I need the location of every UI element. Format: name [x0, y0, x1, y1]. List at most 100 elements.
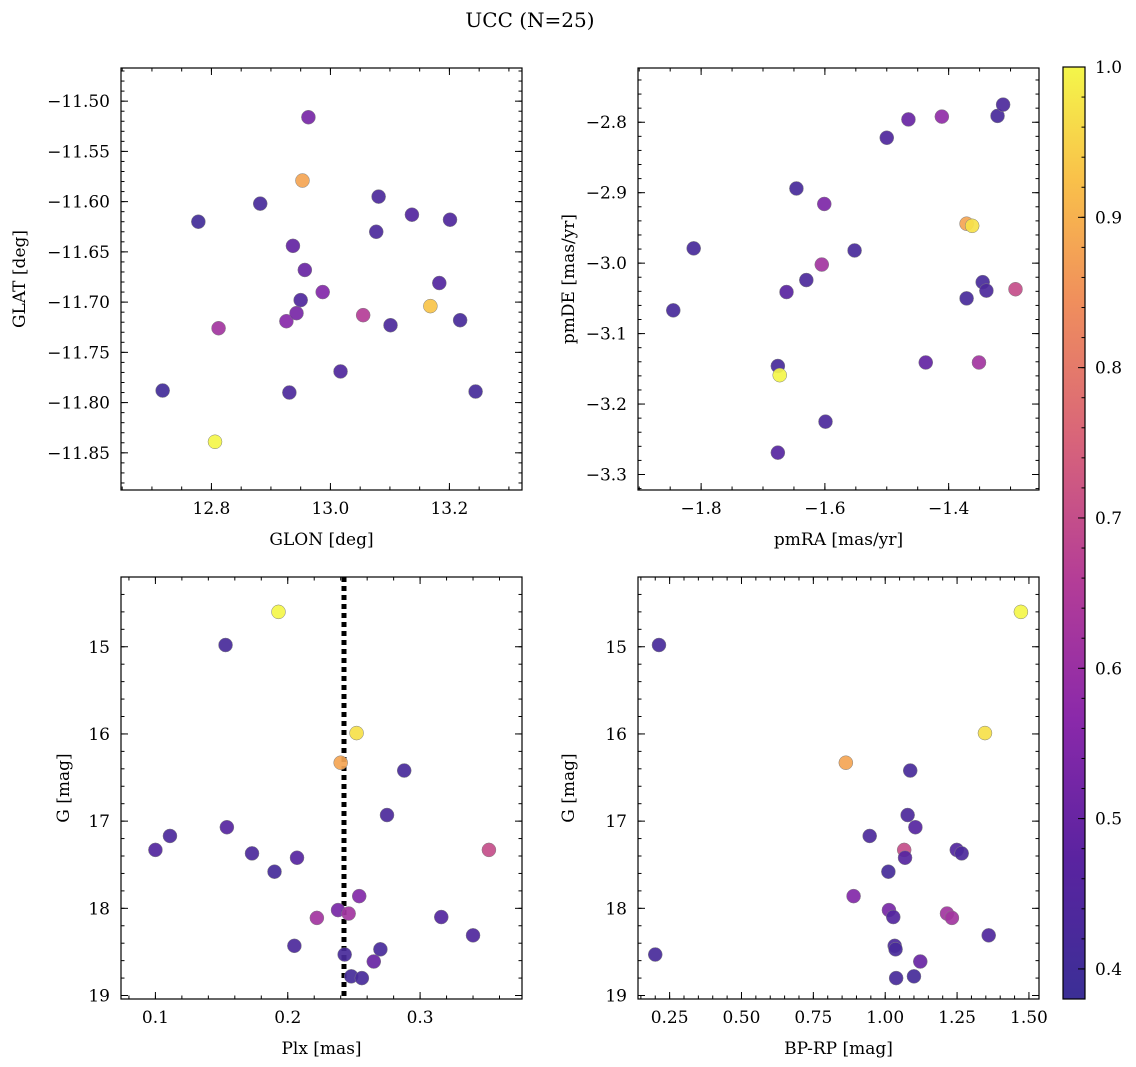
panel-pmra-pmde: −1.8 −1.6 −1.4 −2.8 −2.9 −3.0 −3.1 −3.2 −3.3 pmRA…	[559, 67, 1040, 550]
x-tick-label: −1.6	[804, 499, 845, 519]
data-point	[383, 317, 398, 333]
data-point	[862, 828, 877, 844]
y-axis-label: pmDE [mas/yr]	[559, 214, 579, 344]
axes-frame	[637, 67, 1040, 491]
x-tick-label: 0.1	[142, 1008, 169, 1028]
x-tick-label: −1.8	[680, 499, 721, 519]
y-tick-label: −11.80	[47, 394, 110, 414]
data-point	[244, 846, 260, 861]
y-tick-label: −3.2	[586, 395, 627, 415]
data-point	[1013, 604, 1029, 620]
x-axis-label: pmRA [mas/yr]	[774, 530, 903, 550]
data-point	[779, 284, 794, 300]
data-point	[285, 238, 301, 254]
colorbar-tick-label: 0.5	[1095, 810, 1122, 830]
data-point	[666, 303, 681, 318]
y-tick-label: −3.1	[586, 325, 627, 345]
x-tick-label: 0.2	[274, 1008, 301, 1028]
data-point	[434, 909, 449, 925]
x-tick-label: 0.25	[651, 1008, 689, 1028]
axes-frame	[637, 576, 1040, 1000]
y-tick-label: −2.8	[586, 113, 627, 133]
data-point	[944, 910, 960, 926]
y-tick-label: 19	[88, 987, 110, 1007]
data-point	[908, 819, 923, 835]
data-point	[309, 910, 325, 926]
y-tick-label: 16	[88, 725, 110, 745]
data-point	[906, 969, 922, 984]
data-point	[918, 355, 934, 370]
data-point	[964, 218, 980, 234]
data-point	[148, 842, 163, 858]
y-tick-label: 19	[605, 987, 627, 1007]
data-point	[818, 414, 833, 429]
data-point	[995, 97, 1011, 112]
y-tick-label: −2.9	[586, 184, 627, 204]
data-point	[817, 196, 832, 212]
data-point	[977, 725, 993, 741]
data-point	[351, 888, 367, 904]
data-point	[959, 291, 974, 306]
data-point	[897, 850, 913, 866]
colorbar-frame	[1062, 66, 1086, 1000]
y-tick-label: −3.3	[586, 466, 627, 486]
data-point	[847, 243, 862, 258]
axes-frame	[120, 67, 523, 491]
colorbar-tick-label: 1.0	[1095, 58, 1122, 78]
data-point	[902, 763, 918, 778]
data-point	[772, 367, 787, 383]
colorbar-tick-label: 0.4	[1095, 960, 1122, 980]
data-point	[886, 909, 901, 925]
panel-glon-glat: 12.8 13.0 13.2 −11.50 −11.55 −11.60 −11.65 −11.…	[10, 67, 523, 550]
data-point	[301, 109, 316, 125]
y-tick-label: −3.0	[586, 254, 627, 274]
y-axis-label: G [mag]	[54, 753, 74, 822]
data-point	[901, 112, 916, 127]
data-point	[799, 272, 814, 288]
axes-frame	[120, 576, 523, 1000]
y-tick-label: −11.75	[47, 343, 110, 363]
y-tick-label: 15	[88, 638, 110, 658]
data-point	[333, 364, 348, 379]
data-point	[888, 942, 903, 957]
data-point	[465, 928, 481, 943]
x-tick-label: −1.4	[928, 499, 969, 519]
data-point	[282, 385, 297, 400]
y-tick-label: −11.60	[47, 193, 110, 213]
colorbar-tick-label: 0.7	[1095, 509, 1122, 529]
data-point	[954, 846, 969, 861]
y-tick-label: 17	[605, 812, 627, 832]
data-point	[971, 355, 987, 370]
y-axis-label: G [mag]	[559, 753, 579, 822]
x-tick-label: 0.3	[407, 1008, 434, 1028]
data-point	[404, 207, 420, 222]
data-point	[379, 807, 395, 823]
data-point	[207, 434, 223, 450]
data-point	[211, 320, 226, 336]
data-point	[337, 947, 352, 962]
x-tick-label: 1.50	[1010, 1008, 1048, 1028]
data-point	[289, 305, 304, 321]
y-tick-label: 18	[605, 899, 627, 919]
data-point	[366, 954, 382, 969]
data-point	[789, 181, 804, 196]
x-axis-label: Plx [mas]	[281, 1039, 361, 1059]
data-point	[846, 888, 861, 904]
y-axis-label: GLAT [deg]	[10, 230, 30, 328]
data-point	[888, 970, 904, 986]
data-point	[293, 292, 308, 308]
x-tick-label: 12.8	[193, 499, 231, 519]
y-tick-label: −11.70	[47, 293, 110, 313]
x-axis-label: BP-RP [mag]	[784, 1039, 893, 1059]
data-point	[981, 928, 996, 943]
data-point	[647, 947, 663, 962]
data-point	[468, 384, 483, 399]
x-tick-label: 0.50	[723, 1008, 761, 1028]
data-point	[297, 262, 313, 278]
data-point	[271, 604, 286, 620]
colorbar-tick-label: 0.8	[1095, 359, 1122, 379]
x-tick-label: 1.25	[938, 1008, 976, 1028]
y-tick-label: 18	[88, 899, 110, 919]
data-point	[423, 298, 438, 314]
data-point	[267, 864, 282, 879]
